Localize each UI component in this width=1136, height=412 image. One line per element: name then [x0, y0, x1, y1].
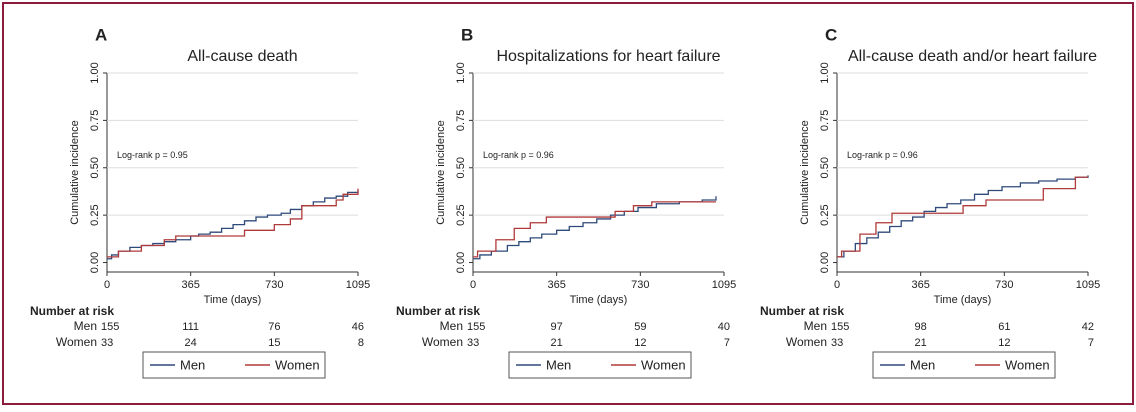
risk-value: 42 — [1082, 321, 1094, 333]
legend-label: Women — [275, 357, 320, 372]
risk-title: Number at risk — [760, 304, 844, 318]
annotation: Log-rank p = 0.95 — [117, 150, 188, 160]
panel-label: B — [461, 25, 473, 44]
y-axis-label: Cumulative incidence — [435, 120, 447, 225]
x-tick-label: 365 — [181, 279, 199, 291]
risk-value: 33 — [467, 337, 479, 349]
risk-value: 12 — [634, 337, 646, 349]
risk-row-name: Women — [422, 335, 463, 349]
y-tick-label: 0.00 — [455, 252, 467, 273]
y-tick-label: 0.75 — [89, 110, 101, 131]
km-curve — [837, 175, 1089, 258]
annotation: Log-rank p = 0.96 — [847, 150, 918, 160]
risk-value: 21 — [551, 337, 563, 349]
y-tick-label: 0.75 — [455, 110, 467, 131]
risk-value: 76 — [268, 321, 280, 333]
y-tick-label: 0.50 — [819, 157, 831, 178]
y-tick-label: 0.00 — [819, 252, 831, 273]
y-tick-label: 0.25 — [819, 204, 831, 225]
x-tick-label: 730 — [995, 279, 1013, 291]
risk-value: 40 — [718, 321, 730, 333]
risk-value: 8 — [358, 337, 364, 349]
y-tick-label: 1.00 — [819, 62, 831, 83]
x-axis-label: Time (days) — [570, 294, 628, 306]
y-axis-label: Cumulative incidence — [69, 120, 81, 225]
risk-value: 155 — [101, 321, 119, 333]
x-tick-label: 1095 — [1076, 279, 1100, 291]
x-tick-label: 365 — [547, 279, 565, 291]
risk-value: 21 — [915, 337, 927, 349]
y-tick-label: 0.50 — [455, 157, 467, 178]
panel-label: C — [825, 25, 837, 44]
x-tick-label: 730 — [631, 279, 649, 291]
km-curve — [107, 190, 359, 260]
km-curve — [473, 196, 717, 260]
risk-value: 111 — [182, 321, 199, 333]
legend-label: Men — [180, 357, 205, 372]
risk-value: 61 — [998, 321, 1010, 333]
y-tick-label: 0.00 — [89, 252, 101, 273]
risk-value: 155 — [831, 321, 849, 333]
risk-row-name: Women — [786, 335, 827, 349]
risk-value: 15 — [268, 337, 280, 349]
x-tick-label: 0 — [834, 279, 840, 291]
border — [2, 2, 1134, 405]
legend-label: Women — [1005, 357, 1050, 372]
y-tick-label: 0.25 — [455, 204, 467, 225]
chart-title: All-cause death and/or heart failure — [848, 48, 1097, 65]
risk-row-name: Men — [74, 319, 97, 333]
risk-value: 7 — [724, 337, 730, 349]
km-curve — [837, 176, 1088, 258]
y-tick-label: 0.25 — [89, 204, 101, 225]
risk-value: 33 — [101, 337, 113, 349]
x-tick-label: 0 — [470, 279, 476, 291]
risk-value: 98 — [915, 321, 927, 333]
risk-value: 12 — [998, 337, 1010, 349]
legend-label: Women — [641, 357, 686, 372]
x-axis-label: Time (days) — [934, 294, 992, 306]
risk-row-name: Men — [804, 319, 827, 333]
x-tick-label: 1095 — [712, 279, 736, 291]
annotation: Log-rank p = 0.96 — [483, 150, 554, 160]
y-axis-label: Cumulative incidence — [799, 120, 811, 225]
x-tick-label: 0 — [104, 279, 110, 291]
risk-title: Number at risk — [396, 304, 480, 318]
chart-title: Hospitalizations for heart failure — [496, 48, 720, 65]
panel-label: A — [95, 25, 107, 44]
y-tick-label: 1.00 — [89, 62, 101, 83]
y-tick-label: 1.00 — [455, 62, 467, 83]
risk-value: 7 — [1088, 337, 1094, 349]
y-tick-label: 0.75 — [819, 110, 831, 131]
risk-value: 33 — [831, 337, 843, 349]
risk-value: 59 — [634, 321, 646, 333]
legend-label: Men — [910, 357, 935, 372]
km-curve — [107, 188, 359, 258]
y-tick-label: 0.50 — [89, 157, 101, 178]
risk-value: 97 — [551, 321, 563, 333]
chart-title: All-cause death — [187, 48, 297, 65]
risk-value: 46 — [352, 321, 364, 333]
risk-row-name: Women — [56, 335, 97, 349]
risk-value: 155 — [467, 321, 485, 333]
risk-value: 24 — [185, 337, 197, 349]
x-axis-label: Time (days) — [204, 294, 262, 306]
legend-label: Men — [546, 357, 571, 372]
km-curve — [473, 201, 716, 258]
x-tick-label: 365 — [911, 279, 929, 291]
risk-title: Number at risk — [30, 304, 114, 318]
x-tick-label: 730 — [265, 279, 283, 291]
risk-row-name: Men — [440, 319, 463, 333]
x-tick-label: 1095 — [346, 279, 370, 291]
